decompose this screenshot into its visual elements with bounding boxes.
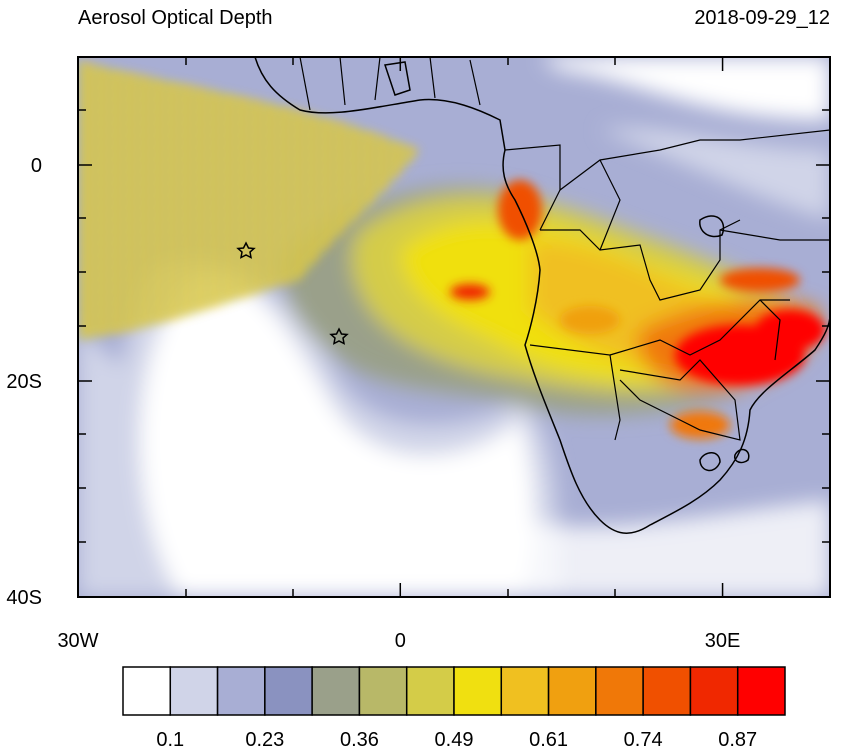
y-tick-label: 0	[31, 155, 42, 177]
y-tick-label: 20S	[6, 371, 42, 393]
colorbar-swatch	[264, 666, 313, 716]
x-tick-label: 0	[395, 630, 406, 652]
colorbar-swatch	[311, 666, 361, 716]
colorbar-label: 0.36	[340, 729, 379, 750]
colorbar-swatch	[405, 666, 455, 716]
map-frame	[77, 56, 831, 598]
colorbar-label: 0.1	[156, 729, 184, 750]
colorbar-swatch	[122, 666, 172, 716]
x-tick-label: 30E	[705, 630, 741, 652]
colorbar-swatch	[453, 666, 503, 716]
colorbar-swatch	[216, 666, 266, 716]
minor-ticks	[78, 57, 830, 597]
colorbar-label: 0.23	[245, 729, 284, 750]
map-date: 2018-09-29_12	[694, 7, 830, 29]
map-title: Aerosol Optical Depth	[78, 7, 273, 29]
colorbar-swatch	[169, 666, 219, 716]
coastlines	[254, 57, 830, 534]
colorbar-label: 0.87	[718, 729, 757, 750]
colorbar-swatch	[547, 666, 597, 716]
colorbar-swatch	[736, 666, 786, 716]
colorbar-swatch	[595, 666, 644, 716]
colorbar-swatch	[500, 666, 550, 716]
colorbar-label: 0.61	[529, 729, 568, 750]
colorbar-label: 0.49	[435, 729, 474, 750]
aod-field	[78, 57, 830, 597]
y-tick-label: 40S	[6, 587, 42, 609]
colorbar: 0.1 0.23 0.36 0.49 0.61 0.74 0.87	[122, 666, 786, 751]
borders	[299, 57, 830, 441]
colorbar-swatch	[642, 666, 692, 716]
colorbar-swatch	[689, 666, 739, 716]
x-tick-label: 30W	[57, 630, 98, 652]
station-markers	[236, 241, 349, 345]
colorbar-swatch	[358, 666, 408, 716]
colorbar-label: 0.74	[624, 729, 663, 750]
